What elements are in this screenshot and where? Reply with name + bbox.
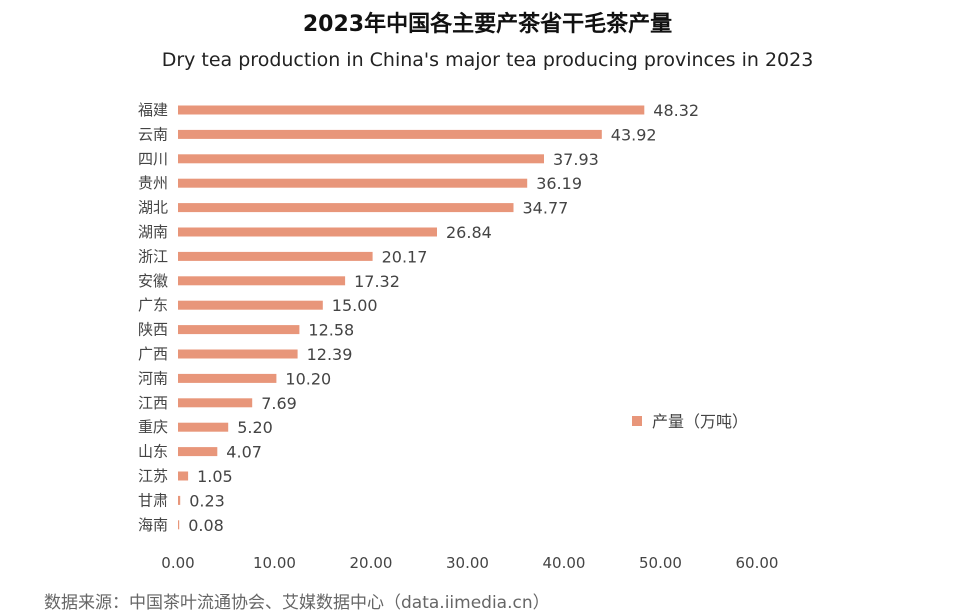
x-tick-0: 0.00 (161, 554, 194, 572)
bar-15 (178, 471, 189, 481)
value-label-8: 15.00 (332, 296, 378, 315)
category-label-3: 贵州 (138, 174, 168, 192)
x-axis-ticks: 0.00 10.00 20.00 30.00 40.00 50.00 60.00 (161, 554, 778, 572)
bar-10 (178, 349, 298, 359)
category-label-11: 河南 (138, 369, 168, 387)
category-label-16: 甘肃 (138, 491, 168, 509)
value-label-5: 26.84 (446, 223, 492, 242)
category-label-4: 湖北 (138, 199, 168, 217)
x-tick-1: 10.00 (253, 554, 296, 572)
bar-1 (178, 129, 602, 139)
bar-2 (178, 154, 544, 164)
value-label-13: 5.20 (237, 418, 273, 437)
category-label-10: 广西 (138, 345, 168, 363)
category-label-7: 安徽 (138, 272, 168, 290)
bar-3 (178, 178, 528, 188)
bar-8 (178, 300, 323, 310)
bar-6 (178, 251, 373, 261)
value-label-1: 43.92 (611, 125, 657, 144)
value-labels: 48.32 43.92 37.93 36.19 34.77 26.84 20.17 17.32… (188, 101, 699, 535)
chart-title: 2023年中国各主要产茶省干毛茶产量 (302, 12, 673, 37)
category-label-5: 湖南 (138, 223, 168, 241)
value-label-7: 17.32 (354, 272, 400, 291)
bar-0 (178, 105, 645, 115)
value-label-2: 37.93 (553, 150, 599, 169)
bar-16 (178, 495, 181, 505)
bar-12 (178, 398, 253, 408)
value-label-6: 20.17 (382, 247, 428, 266)
value-label-0: 48.32 (653, 101, 699, 120)
value-label-9: 12.58 (308, 321, 354, 340)
value-label-3: 36.19 (536, 174, 582, 193)
category-label-8: 广东 (138, 296, 168, 314)
bar-14 (178, 447, 218, 457)
category-label-13: 重庆 (138, 418, 168, 436)
category-label-9: 陕西 (138, 321, 168, 339)
bar-9 (178, 325, 300, 335)
value-label-11: 10.20 (285, 369, 331, 388)
value-label-14: 4.07 (226, 443, 262, 462)
bar-4 (178, 203, 514, 213)
value-label-15: 1.05 (197, 467, 233, 486)
legend-label: 产量（万吨） (652, 412, 748, 431)
legend-swatch (632, 416, 642, 426)
category-label-2: 四川 (138, 150, 168, 168)
category-label-1: 云南 (138, 125, 168, 143)
x-tick-4: 40.00 (543, 554, 586, 572)
bar-17 (178, 520, 180, 530)
bar-13 (178, 422, 229, 432)
bar-7 (178, 276, 346, 286)
source-note: 数据来源：中国茶叶流通协会、艾媒数据中心（data.iimedia.cn） (44, 593, 550, 613)
bar-5 (178, 227, 437, 237)
category-label-0: 福建 (138, 101, 168, 119)
category-label-12: 江西 (138, 394, 168, 412)
x-tick-6: 60.00 (736, 554, 779, 572)
x-tick-2: 20.00 (350, 554, 393, 572)
value-label-17: 0.08 (188, 516, 224, 535)
category-label-17: 海南 (138, 516, 168, 534)
bar-11 (178, 373, 277, 383)
value-label-16: 0.23 (189, 491, 225, 510)
bars-layer (178, 105, 645, 530)
category-label-15: 江苏 (138, 467, 168, 485)
legend: 产量（万吨） (632, 412, 748, 431)
x-tick-3: 30.00 (446, 554, 489, 572)
category-label-14: 山东 (138, 443, 168, 461)
x-tick-5: 50.00 (639, 554, 682, 572)
value-label-12: 7.69 (261, 394, 297, 413)
value-label-4: 34.77 (523, 199, 569, 218)
value-label-10: 12.39 (307, 345, 353, 364)
category-label-6: 浙江 (138, 247, 168, 265)
chart-subtitle: Dry tea production in China's major tea … (161, 49, 814, 71)
